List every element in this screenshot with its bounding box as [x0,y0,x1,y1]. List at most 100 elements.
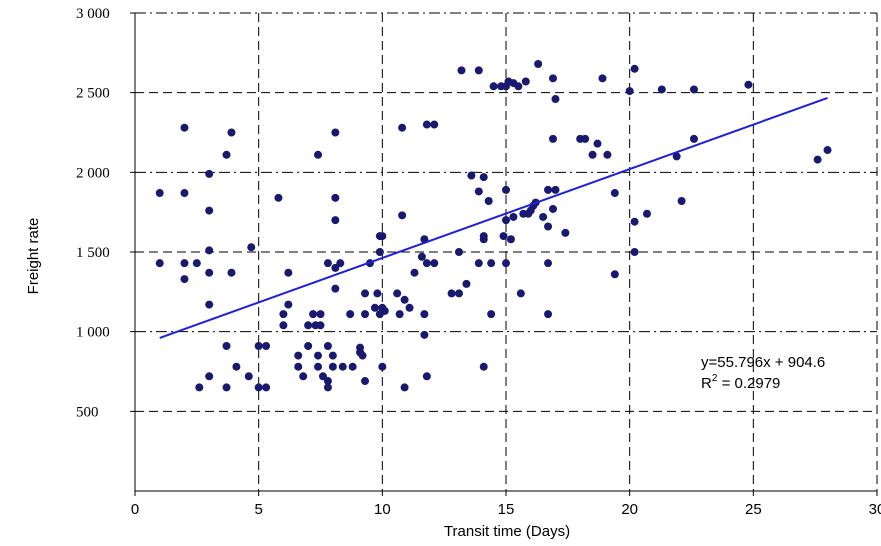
y-tick-label: 1 500 [76,245,110,261]
data-point [544,310,553,319]
data-point [502,216,510,225]
data-point [462,279,471,288]
data-point [284,268,293,277]
data-point [222,150,231,159]
data-point [328,351,337,360]
data-point [598,74,607,83]
y-axis-title: Freight rate [25,218,42,295]
data-point [521,77,530,86]
data-point [309,310,318,319]
data-point [318,372,327,381]
data-point [593,139,602,148]
data-point [487,310,496,319]
y-tick-label: 1 000 [76,325,110,341]
data-point [274,193,283,202]
data-point [744,80,753,89]
data-point [222,383,231,392]
data-point [294,351,303,360]
data-point [331,263,340,272]
x-tick-label: 20 [621,501,638,518]
y-tick-label: 500 [76,404,99,420]
data-point [227,128,236,137]
data-point [502,185,510,194]
data-point [551,185,560,194]
data-point [398,123,407,132]
data-point [625,87,634,96]
data-point [457,66,466,75]
data-point [180,275,189,284]
data-point [331,216,340,225]
data-point [361,289,370,298]
data-point [205,268,214,277]
data-point [551,95,560,104]
data-point [314,362,323,371]
y-tick-label: 2 500 [76,86,110,102]
data-point [262,342,271,351]
data-point [479,173,488,182]
data-point [254,342,263,351]
data-point [544,222,553,231]
data-point [400,383,409,392]
data-point [548,74,557,83]
r-squared-label: R2 = 0.2979 [701,373,780,392]
data-point [304,342,313,351]
data-point [222,342,231,351]
data-point [304,321,313,330]
data-point [205,300,214,309]
x-tick-label: 25 [745,501,762,518]
data-point [514,82,523,91]
data-point [380,306,389,315]
data-point [361,377,370,386]
r-squared-exponent: 2 [712,373,718,384]
data-point [227,268,236,277]
data-point [373,289,382,298]
axes [130,12,878,496]
data-point [689,85,698,94]
data-point [314,351,323,360]
data-point [405,303,414,312]
data-point [417,252,426,261]
data-point [180,189,189,198]
data-point [479,362,488,371]
data-point [361,310,370,319]
data-point [474,187,483,196]
data-point [487,259,496,268]
data-point [630,64,639,73]
x-tick-labels: 0 5 10 15 20 25 30 [131,501,881,518]
data-point [474,66,483,75]
data-point [279,310,288,319]
data-point [539,212,548,221]
data-point [677,197,686,206]
data-point [474,259,483,268]
data-point [254,383,263,392]
data-point [378,362,387,371]
data-point [467,171,476,180]
x-tick-label: 5 [254,501,262,518]
data-point [499,232,508,241]
data-point [232,362,241,371]
data-point [262,383,271,392]
grid-lines [135,12,878,491]
data-point [610,189,619,198]
data-point [630,248,639,256]
data-point [378,232,387,241]
x-tick-label: 30 [869,501,881,518]
data-point [155,189,164,198]
data-point [455,248,464,256]
data-point [672,152,681,161]
data-point [447,289,456,298]
data-point [642,209,651,218]
data-point [534,59,543,68]
data-point [479,232,488,241]
data-point [348,362,357,371]
data-point [430,120,439,129]
x-tick-label: 0 [131,501,139,518]
data-point [581,134,590,143]
data-point [192,259,201,268]
trendline [159,97,828,339]
data-point [244,372,253,381]
data-point [205,206,214,215]
data-point [813,155,822,164]
r-squared-r: R [701,375,712,392]
